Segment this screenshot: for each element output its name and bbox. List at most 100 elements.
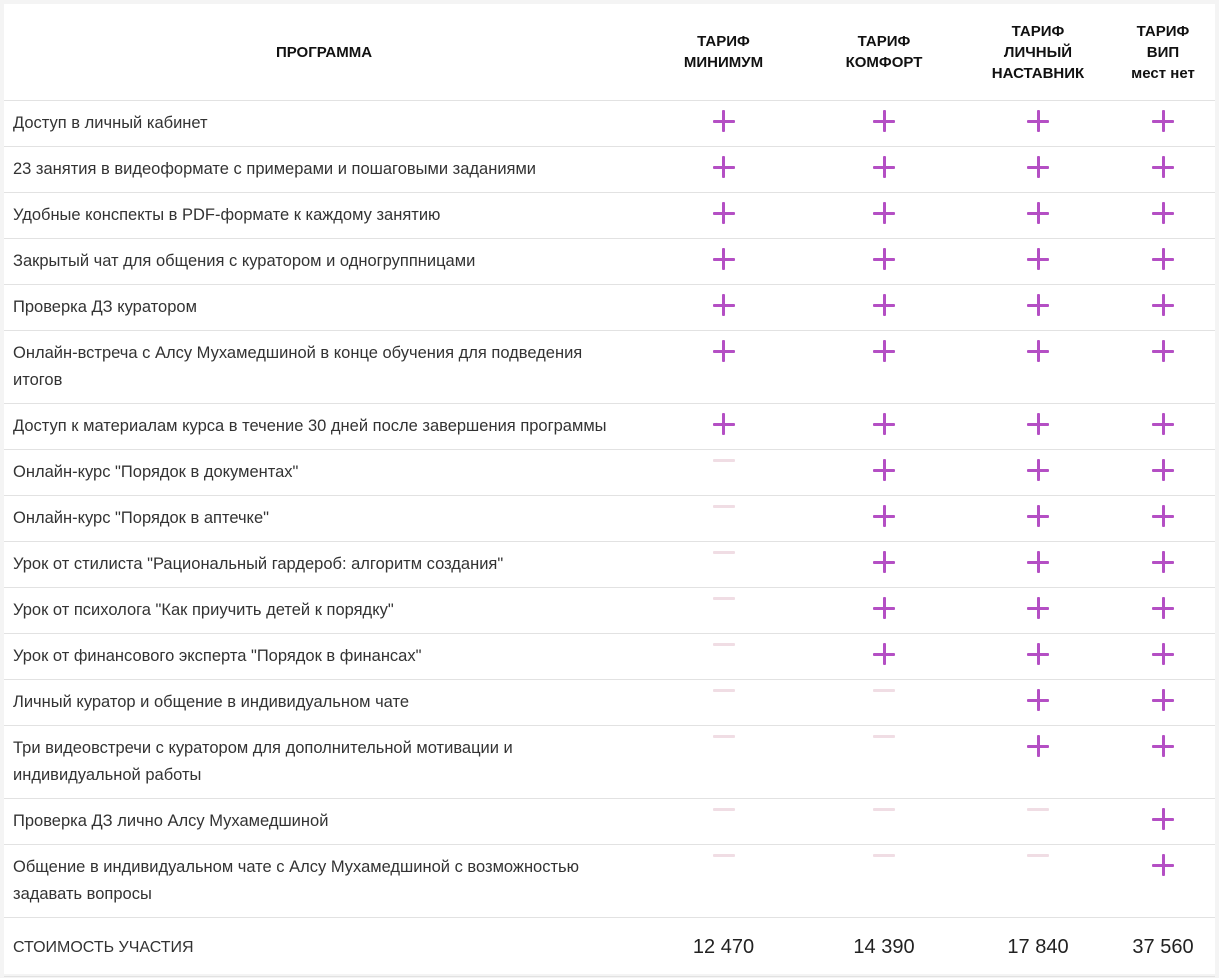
header-program: ПРОГРАММА (4, 4, 644, 101)
mark-cell-personal (965, 238, 1111, 285)
mark-cell-comfort (803, 844, 965, 918)
mark-cell-vip (1111, 238, 1215, 285)
plus-icon (873, 505, 895, 527)
mark-cell-vip (1111, 284, 1215, 331)
table-row: Закрытый чат для общения с куратором и о… (4, 238, 1215, 285)
plus-icon (1152, 413, 1174, 435)
mark-cell-vip (1111, 798, 1215, 845)
mark-cell-personal (965, 192, 1111, 239)
mark-cell-minimum (644, 330, 803, 404)
plus-icon (873, 597, 895, 619)
mark-cell-minimum (644, 725, 803, 799)
mark-cell-comfort (803, 146, 965, 193)
plus-icon (1027, 413, 1049, 435)
mark-cell-comfort (803, 587, 965, 634)
mark-cell-personal (965, 679, 1111, 726)
mark-cell-minimum (644, 541, 803, 588)
plus-icon (1152, 294, 1174, 316)
feature-label: Проверка ДЗ лично Алсу Мухамедшиной (4, 798, 644, 845)
table-row: 23 занятия в видеоформате с примерами и … (4, 146, 1215, 193)
mark-cell-vip (1111, 403, 1215, 450)
header-comfort-line: ТАРИФ (857, 33, 911, 50)
plus-icon (873, 156, 895, 178)
plus-icon (1152, 156, 1174, 178)
dash-icon (712, 597, 735, 600)
dash-icon (712, 643, 735, 646)
plus-icon (1027, 551, 1049, 573)
mark-cell-comfort (803, 284, 965, 331)
table-row: Урок от финансового эксперта "Порядок в … (4, 633, 1215, 680)
plus-icon (1027, 202, 1049, 224)
header-personal-line: ТАРИФ (1011, 22, 1065, 40)
feature-label: Урок от финансового эксперта "Порядок в … (4, 633, 644, 680)
plus-icon (1027, 505, 1049, 527)
mark-cell-personal (965, 284, 1111, 331)
plus-icon (873, 294, 895, 316)
plus-icon (1152, 459, 1174, 481)
table-row: Урок от психолога "Как приучить детей к … (4, 587, 1215, 634)
plus-icon (712, 294, 735, 316)
plus-icon (873, 413, 895, 435)
plus-icon (873, 643, 895, 665)
feature-label: Урок от стилиста "Рациональный гардероб:… (4, 541, 644, 588)
mark-cell-personal (965, 495, 1111, 542)
mark-cell-vip (1111, 541, 1215, 588)
plus-icon (1027, 340, 1049, 362)
mark-cell-personal (965, 798, 1111, 845)
plus-icon (1152, 643, 1174, 665)
mark-cell-personal (965, 449, 1111, 496)
mark-cell-vip (1111, 146, 1215, 193)
price-vip: 37 560 (1111, 917, 1215, 977)
plus-icon (873, 340, 895, 362)
mark-cell-comfort (803, 403, 965, 450)
mark-cell-minimum (644, 633, 803, 680)
mark-cell-comfort (803, 798, 965, 845)
plus-icon (1152, 110, 1174, 132)
plus-icon (1027, 156, 1049, 178)
pricing-sheet: ПРОГРАММА ТАРИФ МИНИМУМ ТАРИФ КОМФОРТ ТА (4, 4, 1215, 977)
header-vip-line: ТАРИФ (1136, 22, 1190, 40)
mark-cell-minimum (644, 284, 803, 331)
dash-icon (712, 808, 735, 811)
mark-cell-personal (965, 100, 1111, 147)
plus-icon (1027, 735, 1049, 757)
mark-cell-comfort (803, 679, 965, 726)
mark-cell-personal (965, 146, 1111, 193)
feature-label: Доступ к материалам курса в течение 30 д… (4, 403, 644, 450)
plus-icon (1027, 689, 1049, 711)
dash-icon (712, 459, 735, 462)
mark-cell-personal (965, 725, 1111, 799)
feature-label: Личный куратор и общение в индивидуально… (4, 679, 644, 726)
plus-icon (873, 248, 895, 270)
price-minimum: 12 470 (644, 917, 803, 977)
plus-icon (712, 248, 735, 270)
table-row: Удобные конспекты в PDF-формате к каждом… (4, 192, 1215, 239)
mark-cell-vip (1111, 844, 1215, 918)
mark-cell-vip (1111, 100, 1215, 147)
plus-icon (873, 202, 895, 224)
mark-cell-vip (1111, 330, 1215, 404)
mark-cell-vip (1111, 495, 1215, 542)
mark-cell-vip (1111, 192, 1215, 239)
mark-cell-vip (1111, 633, 1215, 680)
mark-cell-comfort (803, 192, 965, 239)
feature-label: Удобные конспекты в PDF-формате к каждом… (4, 192, 644, 239)
plus-icon (1027, 110, 1049, 132)
plus-icon (1027, 597, 1049, 619)
dash-icon (873, 735, 895, 738)
header-personal-line: НАСТАВНИК (991, 64, 1085, 82)
mark-cell-minimum (644, 146, 803, 193)
plus-icon (1152, 340, 1174, 362)
plus-icon (1027, 248, 1049, 270)
dash-icon (712, 854, 735, 857)
table-row: Проверка ДЗ куратором (4, 284, 1215, 331)
mark-cell-comfort (803, 725, 965, 799)
mark-cell-comfort (803, 100, 965, 147)
table-row: Онлайн-курс "Порядок в аптечке" (4, 495, 1215, 542)
header-minimum-line: МИНИМУМ (683, 54, 764, 71)
plus-icon (873, 110, 895, 132)
plus-icon (1152, 551, 1174, 573)
plus-icon (712, 110, 735, 132)
feature-label: Проверка ДЗ куратором (4, 284, 644, 331)
header-row: ПРОГРАММА ТАРИФ МИНИМУМ ТАРИФ КОМФОРТ ТА (4, 4, 1215, 101)
